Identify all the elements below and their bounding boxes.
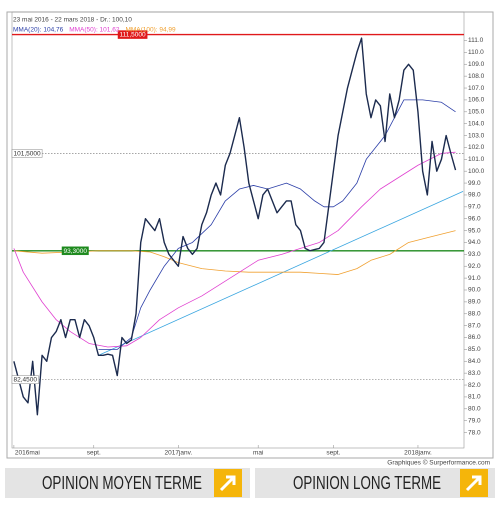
level-label: 101,5000	[11, 149, 43, 158]
y-tick-label: 92.0	[468, 263, 481, 270]
opinion-button[interactable]: OPINION MOYEN TERME	[5, 468, 250, 498]
y-tick-label: 84.0	[468, 358, 481, 365]
x-tick-label: mai	[253, 450, 263, 457]
x-tick-label: sept.	[87, 450, 101, 457]
button-label: OPINION MOYEN TERME	[42, 473, 202, 493]
chart-title: 23 mai 2016 - 22 mars 2018 - Dr.: 100,10	[13, 17, 132, 24]
level-label-bg	[11, 149, 43, 158]
y-tick-label: 96.0	[468, 215, 481, 222]
opinion-button[interactable]: OPINION LONG TERME	[255, 468, 495, 498]
x-tick-label: 2018janv.	[404, 450, 432, 457]
y-tick-label: 98.0	[468, 192, 481, 199]
y-tick-label: 102.0	[468, 144, 485, 151]
y-tick-label: 103.0	[468, 132, 485, 139]
legend-entry: MMA(50): 101,62	[69, 27, 120, 34]
y-tick-label: 81.0	[468, 394, 481, 401]
moving-average	[13, 151, 456, 348]
y-tick-label: 111.0	[468, 37, 484, 44]
y-tick-label: 97.0	[468, 204, 481, 211]
level-label-text: 101,5000	[14, 150, 41, 157]
level-label-bg	[11, 375, 39, 384]
y-tick-label: 95.0	[468, 227, 481, 234]
moving-average	[98, 99, 456, 350]
y-tick-label: 88.0	[468, 310, 481, 317]
button-bg	[5, 468, 250, 498]
arrow-icon	[465, 475, 482, 492]
y-tick-label: 86.0	[468, 334, 481, 341]
x-tick-label: 2017janv.	[164, 450, 192, 457]
x-tick-label: sept.	[326, 450, 340, 457]
y-tick-label: 105.0	[468, 109, 485, 116]
level-label-text: 82,4500	[14, 377, 38, 384]
level-label-text: 111,5000	[120, 32, 147, 39]
button-label: OPINION LONG TERME	[293, 473, 441, 493]
y-tick-label: 94.0	[468, 239, 481, 246]
level-label-bg	[61, 246, 89, 256]
legend-entry: MMA(100): 94,99	[125, 27, 176, 34]
y-tick-label: 83.0	[468, 370, 481, 377]
level-label: 111,5000	[117, 30, 148, 39]
y-tick-label: 87.0	[468, 322, 481, 329]
button-bg	[255, 468, 495, 498]
y-tick-label: 78.0	[468, 429, 481, 436]
price-line	[13, 37, 457, 416]
y-tick-label: 93.0	[468, 251, 481, 258]
credit: Graphiques © Surperformance.com	[387, 459, 490, 467]
y-tick-label: 99.0	[468, 180, 481, 187]
y-tick-label: 104.0	[468, 120, 485, 127]
y-tick-label: 80.0	[468, 406, 481, 413]
y-tick-label: 109.0	[468, 61, 485, 68]
y-tick-label: 108.0	[468, 73, 485, 80]
y-tick-label: 82.0	[468, 382, 481, 389]
y-tick-label: 110.0	[468, 49, 484, 56]
level-label: 93,3000	[61, 246, 89, 256]
level-label: 82,4500	[11, 375, 39, 384]
chart-frame	[6, 11, 494, 459]
arrow-icon	[219, 475, 236, 492]
y-tick-label: 85.0	[468, 346, 481, 353]
y-tick-label: 106.0	[468, 97, 485, 104]
moving-average	[13, 230, 456, 275]
y-tick-label: 107.0	[468, 85, 485, 92]
y-tick-label: 79.0	[468, 417, 481, 424]
legend-entry: MMA(20): 104,76	[13, 27, 64, 34]
y-tick-label: 100.0	[468, 168, 485, 175]
y-tick-label: 89.0	[468, 299, 481, 306]
x-tick-label: 2016mai	[15, 450, 40, 457]
y-tick-label: 91.0	[468, 275, 481, 282]
level-label-bg	[117, 30, 148, 39]
y-tick-label: 101.0	[468, 156, 485, 163]
level-label-text: 93,3000	[64, 248, 88, 255]
trend-line	[98, 191, 464, 356]
y-tick-label: 90.0	[468, 287, 481, 294]
plot-frame	[11, 11, 465, 449]
